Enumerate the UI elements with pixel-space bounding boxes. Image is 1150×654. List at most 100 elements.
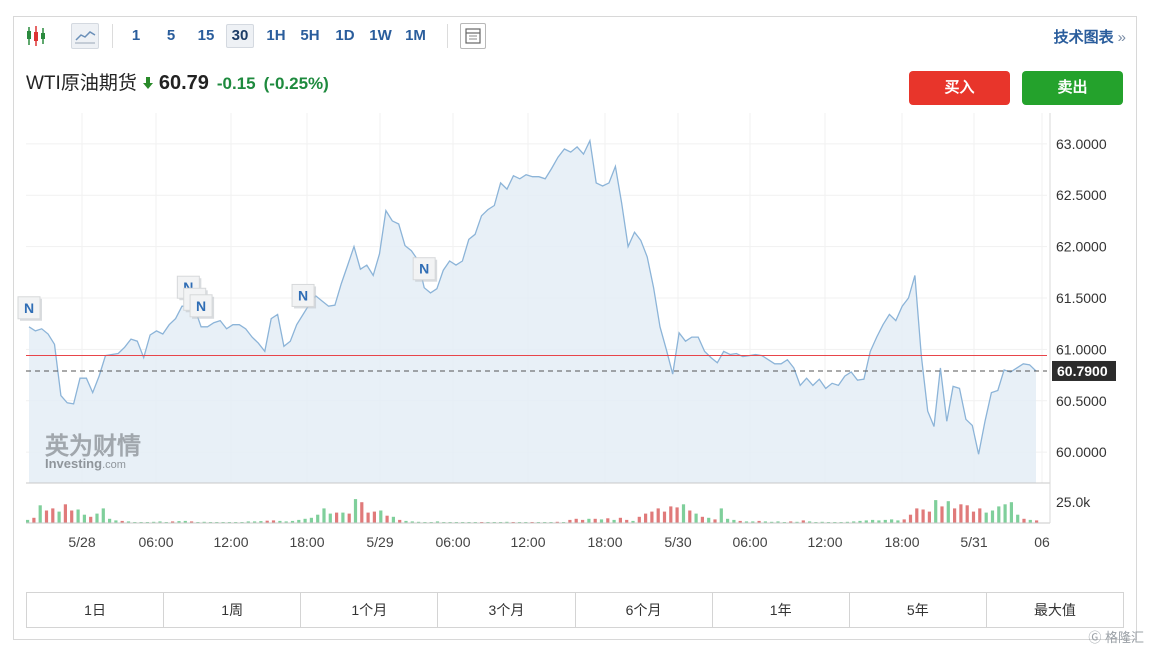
volume-bar <box>593 518 597 523</box>
volume-bar <box>183 520 187 523</box>
news-marker-label: N <box>196 298 206 314</box>
volume-bar <box>1035 520 1039 523</box>
volume-bar <box>120 520 124 523</box>
tech-chart-link[interactable]: 技术图表» <box>1054 26 1126 47</box>
logo-en: Investing.com <box>45 456 126 471</box>
volume-bar <box>26 519 30 523</box>
x-tick-label: 5/30 <box>664 534 691 550</box>
volume-bar <box>347 513 351 523</box>
candlestick-icon[interactable] <box>24 23 50 49</box>
volume-bar <box>76 509 80 523</box>
timeframe-5[interactable]: 5 <box>166 27 176 44</box>
price-area-fill <box>29 140 1036 483</box>
volume-bar <box>328 513 332 523</box>
volume-bar <box>719 508 723 523</box>
price-change: -0.15 <box>216 74 256 93</box>
sell-button[interactable]: 卖出 <box>1022 71 1123 105</box>
timeframe-1h[interactable]: 1H <box>266 27 286 44</box>
volume-bar <box>51 508 55 523</box>
volume-bar <box>618 517 622 523</box>
volume-bar <box>555 521 559 523</box>
y-tick-label: 60.0000 <box>1056 444 1107 460</box>
volume-bar <box>946 501 950 523</box>
volume-bar <box>391 516 395 523</box>
volume-bar <box>808 521 812 523</box>
current-price-tag <box>1052 360 1116 381</box>
timeframe-5h[interactable]: 5H <box>300 27 320 44</box>
volume-bar <box>385 515 389 523</box>
volume-bar <box>776 521 780 523</box>
volume-bar <box>38 505 42 523</box>
volume-bar <box>278 520 282 523</box>
range-max[interactable]: 最大值 <box>1033 602 1076 618</box>
volume-bar <box>953 508 957 523</box>
x-tick-label: 06:00 <box>435 534 470 550</box>
x-tick-label: 12:00 <box>213 534 248 550</box>
volume-bar <box>915 508 919 523</box>
double-chevron-right-icon: » <box>1117 29 1126 46</box>
range-1d[interactable]: 1日 <box>27 593 165 627</box>
volume-bar <box>871 519 875 523</box>
timeframe-1m[interactable]: 1M <box>405 27 426 44</box>
news-marker-label: N <box>298 287 308 303</box>
range-6m[interactable]: 6个月 <box>576 593 713 627</box>
volume-bar <box>89 516 93 523</box>
volume-bar <box>637 516 641 523</box>
calendar-icon[interactable] <box>460 23 486 49</box>
timeframe-1[interactable]: 1 <box>131 27 141 44</box>
news-marker <box>412 257 436 281</box>
volume-bar <box>606 518 610 523</box>
timeframe-1w[interactable]: 1W <box>369 27 392 44</box>
x-tick-label: 5/31 <box>960 534 987 550</box>
range-5y[interactable]: 5年 <box>850 593 987 627</box>
volume-bar <box>738 520 742 523</box>
range-1y[interactable]: 1年 <box>713 593 850 627</box>
volume-tick-label: 25.0k <box>1056 494 1091 510</box>
volume-bar <box>70 510 74 523</box>
x-tick-label: 18:00 <box>884 534 919 550</box>
y-tick-label: 63.0000 <box>1056 136 1107 152</box>
range-1m[interactable]: 1个月 <box>301 593 439 627</box>
last-price: 60.79 <box>158 72 209 94</box>
down-arrow-icon <box>142 77 153 92</box>
y-tick-label: 62.0000 <box>1056 239 1107 255</box>
volume-bar <box>435 521 440 523</box>
volume-bar <box>587 518 591 523</box>
volume-bar <box>126 521 131 523</box>
volume-bar <box>581 519 585 523</box>
price-change-percent: (-0.25%) <box>263 74 329 93</box>
volume-bar <box>379 510 383 523</box>
volume-bar <box>795 521 799 523</box>
volume-bar <box>360 502 364 523</box>
volume-bar <box>858 520 862 523</box>
volume-bar <box>852 521 856 523</box>
volume-bar <box>726 518 730 523</box>
volume-bar <box>959 504 963 523</box>
volume-bar <box>789 521 793 523</box>
price-area <box>26 138 1047 483</box>
volume-bar <box>694 513 698 523</box>
y-tick-label: 61.0000 <box>1056 341 1107 357</box>
y-tick-label: 60.5000 <box>1056 393 1107 409</box>
range-3m[interactable]: 3个月 <box>438 593 576 627</box>
glh-logo-icon: Ⓖ <box>1088 630 1102 645</box>
timeframe-15[interactable]: 15 <box>197 27 215 44</box>
volume-bar <box>404 520 408 523</box>
timeframe-30[interactable]: 30 <box>226 24 254 48</box>
toolbar-divider <box>447 24 448 48</box>
volume-bar <box>757 520 761 523</box>
news-marker-label: N <box>24 300 34 316</box>
volume-bar <box>934 500 938 523</box>
volume-bar <box>662 511 667 523</box>
area-chart-icon[interactable] <box>71 23 99 49</box>
range-selector: 1日 1周 1个月 3个月 6个月 1年 5年 最大值 <box>26 592 1124 628</box>
volume-bar <box>335 512 339 523</box>
volume-bar <box>763 521 767 523</box>
timeframe-1d[interactable]: 1D <box>335 27 355 44</box>
volume-bar <box>398 519 402 523</box>
buy-button[interactable]: 买入 <box>909 71 1010 105</box>
x-tick-label: 12:00 <box>807 534 842 550</box>
range-1w[interactable]: 1周 <box>164 593 302 627</box>
volume-bar <box>505 521 509 523</box>
